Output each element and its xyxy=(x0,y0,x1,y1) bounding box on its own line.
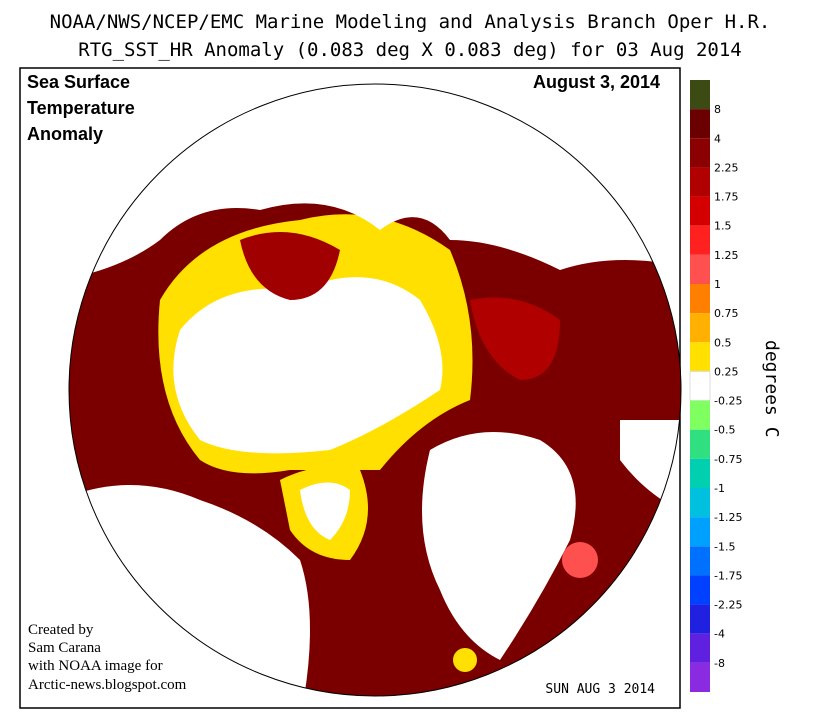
legend-swatch xyxy=(690,167,710,197)
legend-label: 1.5 xyxy=(714,220,732,233)
legend-swatch xyxy=(690,342,710,372)
islands xyxy=(300,482,350,540)
legend-swatch xyxy=(690,225,710,255)
legend-label: -1 xyxy=(714,482,725,495)
legend-swatch xyxy=(690,488,710,518)
map-label: Temperature xyxy=(27,98,135,118)
credit: Created by xyxy=(28,622,94,638)
map xyxy=(69,84,681,696)
legend-swatch xyxy=(690,517,710,547)
legend-swatch xyxy=(690,429,710,459)
legend-unit: degrees C xyxy=(761,340,782,438)
legend-label: -0.75 xyxy=(714,453,742,466)
sea-ice xyxy=(173,277,443,454)
legend-swatch xyxy=(690,109,710,139)
legend-label: -1.25 xyxy=(714,511,742,524)
legend-label: -0.5 xyxy=(714,424,735,437)
legend-label: -4 xyxy=(714,628,725,641)
legend-label: 1.25 xyxy=(714,249,739,262)
legend-swatch xyxy=(690,604,710,634)
warm-anomaly xyxy=(453,648,477,672)
warm-anomaly xyxy=(470,297,560,380)
legend-label: 1 xyxy=(714,278,721,291)
warm-anomaly xyxy=(562,542,598,578)
legend-label: -0.25 xyxy=(714,395,742,408)
legend-swatch xyxy=(690,284,710,314)
legend-label: -8 xyxy=(714,657,725,670)
legend-swatch xyxy=(690,196,710,226)
legend-swatch xyxy=(690,662,710,692)
title-line: NOAA/NWS/NCEP/EMC Marine Modeling and An… xyxy=(50,11,771,33)
legend-label: 0.5 xyxy=(714,336,732,349)
legend-swatch xyxy=(690,575,710,605)
legend-label: 4 xyxy=(714,132,721,145)
legend-swatch xyxy=(690,400,710,430)
legend-swatch xyxy=(690,313,710,343)
legend-swatch xyxy=(690,138,710,168)
legend-swatch xyxy=(690,458,710,488)
legend-label: -1.5 xyxy=(714,540,735,553)
legend-label: 8 xyxy=(714,103,721,116)
legend-label: 2.25 xyxy=(714,161,739,174)
greenland xyxy=(422,432,576,660)
credit: with NOAA image for xyxy=(28,658,163,674)
map-edge xyxy=(68,83,682,697)
legend-swatch xyxy=(690,546,710,576)
legend-swatch xyxy=(690,633,710,663)
legend-swatch xyxy=(689,370,711,402)
map-label: Anomaly xyxy=(27,124,103,144)
credit: Arctic-news.blogspot.com xyxy=(28,677,187,693)
legend-label: 0.25 xyxy=(714,365,739,378)
title-line: RTG_SST_HR Anomaly (0.083 deg X 0.083 de… xyxy=(78,39,741,61)
credit: Sam Carana xyxy=(28,640,101,656)
legend-label: -1.75 xyxy=(714,569,742,582)
legend-swatch xyxy=(690,80,710,110)
legend-swatch xyxy=(690,254,710,284)
legend-label: 0.75 xyxy=(714,307,739,320)
date-label: August 3, 2014 xyxy=(533,72,660,92)
map-label: Sea Surface xyxy=(27,72,130,92)
legend-label: 1.75 xyxy=(714,191,739,204)
stamp: SUN AUG 3 2014 xyxy=(545,682,655,697)
legend-label: -2.25 xyxy=(714,599,742,612)
warm-anomaly xyxy=(240,232,340,300)
legend: 8 4 2.25 1.75 1.5 1.25 1 0.75 0.5 0.25 -0.25 -0.5 -0… xyxy=(689,80,742,692)
